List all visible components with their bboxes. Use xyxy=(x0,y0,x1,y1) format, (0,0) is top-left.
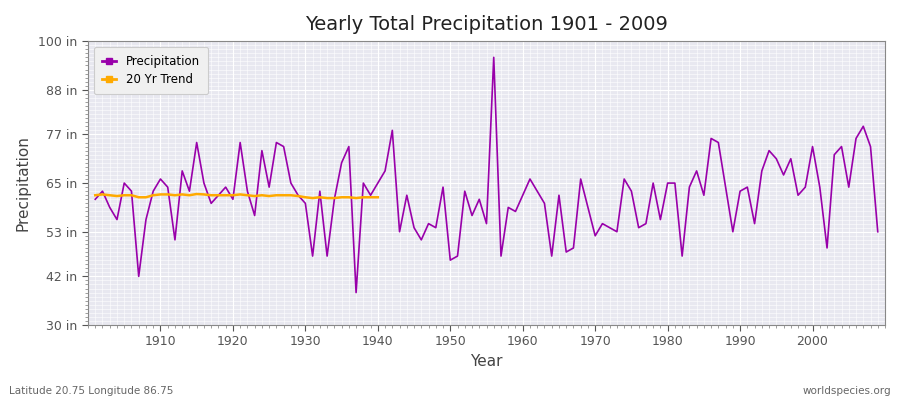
X-axis label: Year: Year xyxy=(470,354,503,369)
Text: Latitude 20.75 Longitude 86.75: Latitude 20.75 Longitude 86.75 xyxy=(9,386,174,396)
Y-axis label: Precipitation: Precipitation xyxy=(15,135,30,231)
Legend: Precipitation, 20 Yr Trend: Precipitation, 20 Yr Trend xyxy=(94,47,208,94)
Title: Yearly Total Precipitation 1901 - 2009: Yearly Total Precipitation 1901 - 2009 xyxy=(305,15,668,34)
Text: worldspecies.org: worldspecies.org xyxy=(803,386,891,396)
